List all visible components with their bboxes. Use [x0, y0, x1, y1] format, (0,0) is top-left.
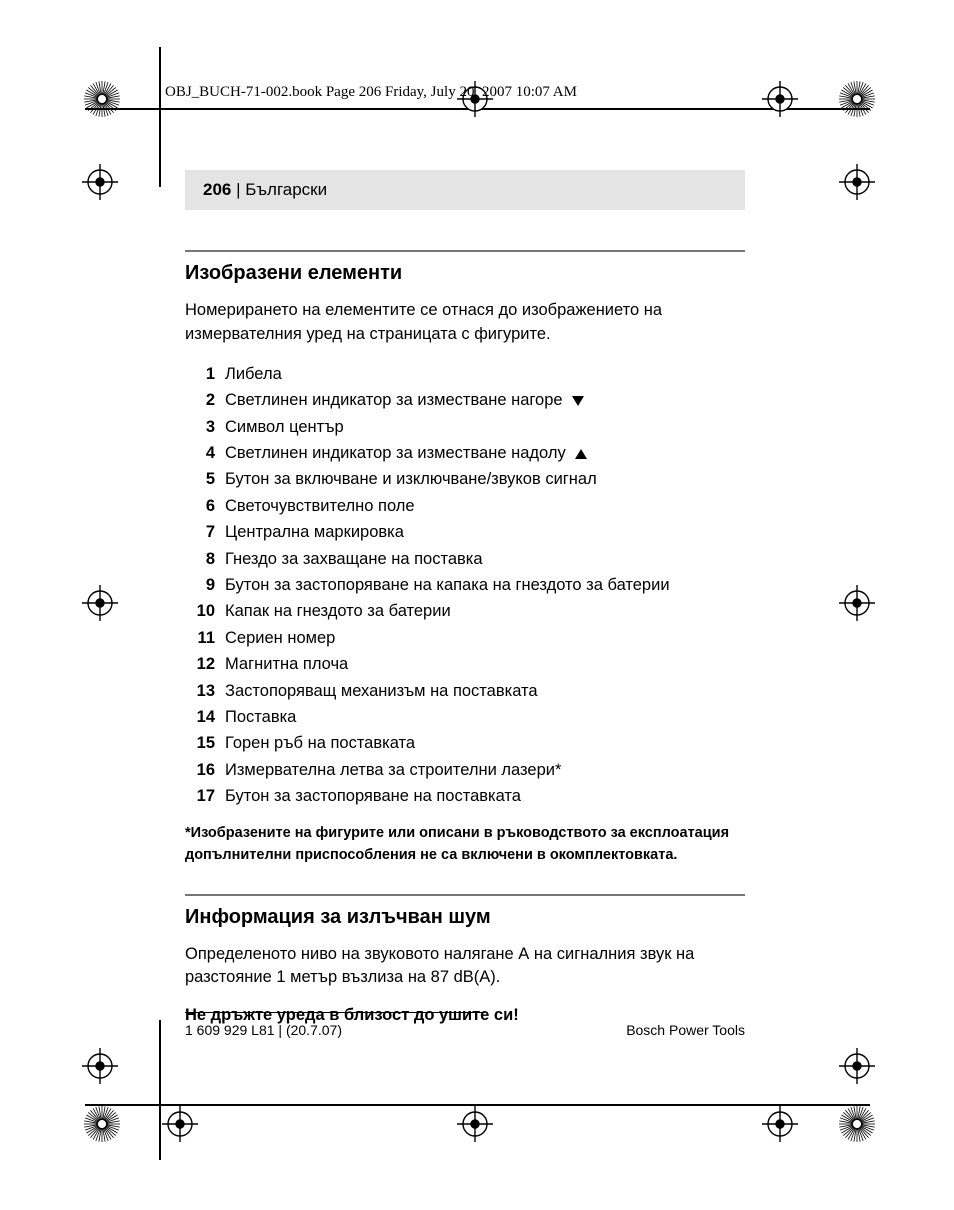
list-item-number: 6 [185, 493, 225, 519]
triangle-up-icon [574, 448, 588, 460]
list-item-number: 16 [185, 757, 225, 783]
list-item: 4Светлинен индикатор за изместване надол… [185, 440, 745, 466]
list-item: 9Бутон за застопоряване на капака на гне… [185, 572, 745, 598]
sunburst-mark-icon [837, 1104, 877, 1144]
list-item: 2Светлинен индикатор за изместване нагор… [185, 387, 745, 413]
list-item-number: 2 [185, 387, 225, 413]
elements-list: 1Либела 2Светлинен индикатор за измества… [185, 361, 745, 810]
list-item: 13Застопоряващ механизъм на поставката [185, 678, 745, 704]
list-item-number: 11 [185, 625, 225, 651]
list-item: 15Горен ръб на поставката [185, 730, 745, 756]
list-item-text: Гнездо за захващане на поставка [225, 546, 745, 572]
crosshair-mark-icon [160, 1104, 200, 1144]
list-item-text: Символ център [225, 414, 745, 440]
running-head: OBJ_BUCH-71-002.book Page 206 Friday, Ju… [165, 84, 577, 101]
list-item-text: Бутон за застопоряване на капака на гнез… [225, 572, 745, 598]
list-item: 8Гнездо за захващане на поставка [185, 546, 745, 572]
list-item-number: 15 [185, 730, 225, 756]
content-area: 206 | Български Изобразени елементи Номе… [185, 170, 745, 1042]
page-header-text: 206 | Български [203, 180, 327, 199]
page-header-lang: Български [245, 180, 327, 199]
list-item-text: Сериен номер [225, 625, 745, 651]
sunburst-mark-icon [82, 79, 122, 119]
crop-line-vert-top [159, 47, 161, 187]
crosshair-mark-icon [80, 1046, 120, 1086]
list-item-text: Горен ръб на поставката [225, 730, 745, 756]
triangle-down-icon [571, 395, 585, 407]
list-item-number: 8 [185, 546, 225, 572]
list-item-text: Капак на гнездото за батерии [225, 598, 745, 624]
list-item-text: Магнитна плоча [225, 651, 745, 677]
page-header-sep: | [231, 180, 245, 199]
list-item-text: Бутон за застопоряване на поставката [225, 783, 745, 809]
crosshair-mark-icon [760, 1104, 800, 1144]
page-header-bar: 206 | Български [185, 170, 745, 210]
list-item-text: Поставка [225, 704, 745, 730]
list-item: 17Бутон за застопоряване на поставката [185, 783, 745, 809]
list-item-number: 12 [185, 651, 225, 677]
list-item: 3Символ център [185, 414, 745, 440]
footer-right: Bosch Power Tools [626, 1022, 745, 1038]
list-item-number: 1 [185, 361, 225, 387]
list-item-text: Светочувствително поле [225, 493, 745, 519]
footer: 1 609 929 L81 | (20.7.07) Bosch Power To… [185, 1022, 745, 1038]
footer-left: 1 609 929 L81 | (20.7.07) [185, 1022, 342, 1038]
crosshair-mark-icon [837, 162, 877, 202]
noise-body: Определеното ниво на звуковото налягане … [185, 943, 745, 991]
crosshair-mark-icon [455, 1104, 495, 1144]
footnote: *Изобразените на фигурите или описани в … [185, 823, 745, 865]
crosshair-mark-icon [760, 79, 800, 119]
page-number: 206 [203, 180, 231, 199]
section-title-noise: Информация за излъчван шум [185, 906, 745, 929]
list-item-text: Измервателна летва за строителни лазери* [225, 757, 745, 783]
list-item-text: Застопоряващ механизъм на поставката [225, 678, 745, 704]
list-item-text: Бутон за включване и изключване/звуков с… [225, 466, 745, 492]
list-item: 10Капак на гнездото за батерии [185, 598, 745, 624]
sunburst-mark-icon [837, 79, 877, 119]
list-item-number: 17 [185, 783, 225, 809]
list-item-number: 3 [185, 414, 225, 440]
list-item-text: Централна маркировка [225, 519, 745, 545]
list-item: 11Сериен номер [185, 625, 745, 651]
section-rule [185, 250, 745, 252]
list-item-number: 7 [185, 519, 225, 545]
section-rule [185, 894, 745, 896]
list-item-number: 13 [185, 678, 225, 704]
sunburst-mark-icon [82, 1104, 122, 1144]
list-item-number: 9 [185, 572, 225, 598]
list-item-text: Либела [225, 361, 745, 387]
page: OBJ_BUCH-71-002.book Page 206 Friday, Ju… [0, 0, 954, 1210]
list-item-text: Светлинен индикатор за изместване надолу [225, 440, 745, 466]
list-item: 14Поставка [185, 704, 745, 730]
list-item-number: 5 [185, 466, 225, 492]
footer-rule [185, 1012, 485, 1013]
section-intro: Номерирането на елементите се отнася до … [185, 299, 745, 347]
list-item: 16Измервателна летва за строителни лазер… [185, 757, 745, 783]
list-item: 1Либела [185, 361, 745, 387]
list-item: 7Централна маркировка [185, 519, 745, 545]
list-item: 12Магнитна плоча [185, 651, 745, 677]
crosshair-mark-icon [837, 1046, 877, 1086]
crosshair-mark-icon [80, 162, 120, 202]
section-title-elements: Изобразени елементи [185, 262, 745, 285]
list-item-text: Светлинен индикатор за изместване нагоре [225, 387, 745, 413]
list-item-number: 10 [185, 598, 225, 624]
list-item-number: 4 [185, 440, 225, 466]
crosshair-mark-icon [80, 583, 120, 623]
list-item: 5Бутон за включване и изключване/звуков … [185, 466, 745, 492]
crosshair-mark-icon [837, 583, 877, 623]
list-item: 6Светочувствително поле [185, 493, 745, 519]
list-item-number: 14 [185, 704, 225, 730]
